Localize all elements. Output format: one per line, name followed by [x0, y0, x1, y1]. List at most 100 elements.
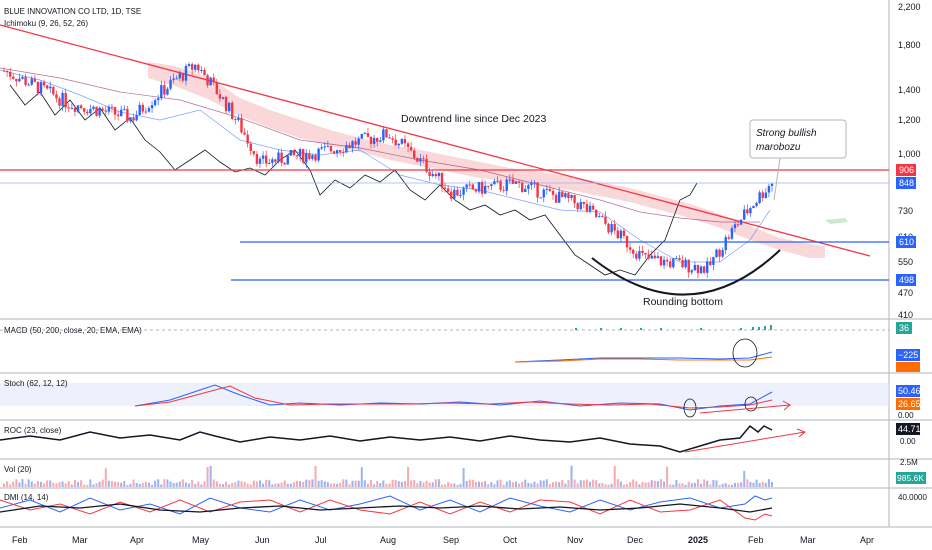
candle-body	[376, 137, 379, 142]
volume-bar	[453, 483, 456, 487]
time-tick: Nov	[567, 535, 584, 545]
volume-bar	[419, 480, 422, 487]
vol-legend[interactable]: Vol (20)	[4, 465, 32, 474]
symbol-title[interactable]: BLUE INNOVATION CO LTD, 1D, TSE	[4, 7, 141, 16]
volume-bar	[135, 482, 138, 487]
candle-body	[268, 162, 271, 164]
candle-body	[391, 138, 394, 140]
candle-body	[135, 114, 138, 121]
dmi-legend[interactable]: DMI (14, 14)	[4, 493, 49, 502]
candle-body	[699, 266, 703, 274]
candle-body	[505, 179, 508, 191]
volume-bar	[564, 483, 567, 487]
time-tick: Feb	[12, 535, 28, 545]
volume-bar	[459, 483, 462, 487]
candle-body	[690, 270, 694, 273]
volume-bar	[67, 481, 70, 487]
candle-body	[335, 150, 339, 154]
time-tick: Apr	[860, 535, 874, 545]
volume-bar	[160, 484, 163, 487]
candle-body	[169, 79, 172, 89]
candle-body	[496, 180, 499, 182]
volume-bar	[641, 482, 644, 487]
candle-body	[234, 119, 237, 121]
volume-bar	[626, 484, 629, 487]
volume-bar	[12, 481, 15, 487]
candle-body	[261, 155, 265, 159]
candle-body	[619, 230, 623, 239]
time-tick: Apr	[130, 535, 144, 545]
volume-bar	[675, 480, 678, 487]
candle-body	[30, 78, 33, 85]
time-tick: Mar	[800, 535, 816, 545]
volume-bar	[496, 480, 499, 487]
volume-bar	[508, 480, 511, 487]
volume-bar	[120, 482, 123, 487]
stoch-trend-arrow	[699, 400, 791, 414]
volume-bar	[83, 484, 86, 487]
volume-bar	[610, 483, 613, 487]
candle-body	[733, 224, 737, 229]
candle-body	[434, 174, 438, 177]
candle-body	[354, 141, 357, 145]
volume-bar	[428, 482, 431, 487]
candle-body	[243, 132, 246, 135]
macd-legend[interactable]: MACD (50, 200, close, 20, EMA, EMA)	[4, 326, 142, 335]
roc-tag: 44.71	[898, 424, 921, 434]
volume-bar	[184, 482, 187, 487]
candle-body	[672, 258, 675, 268]
stoch-band	[0, 383, 889, 406]
candle-body	[89, 108, 92, 114]
candle-body	[67, 107, 70, 109]
volume-bar	[440, 484, 443, 487]
dmi-plus-line	[0, 495, 773, 515]
volume-bar	[206, 466, 209, 487]
candle-body	[413, 150, 416, 159]
price-tags: 906 848 610 498	[896, 164, 916, 286]
candle-body	[147, 108, 151, 112]
candle-body	[499, 180, 502, 190]
candle-body	[224, 96, 228, 112]
candle-body	[2, 70, 6, 72]
candle-body	[712, 257, 715, 265]
ichimoku-legend[interactable]: Ichimoku (9, 26, 52, 26)	[4, 19, 88, 28]
volume-bar	[191, 480, 194, 487]
candle-body	[409, 146, 413, 151]
volume-bar	[425, 480, 428, 487]
volume-bar	[737, 482, 740, 487]
volume-bar	[166, 479, 169, 487]
roc-legend[interactable]: ROC (23, close)	[4, 426, 62, 435]
candle-body	[517, 181, 521, 183]
volume-bar	[342, 479, 345, 487]
candle-body	[82, 108, 86, 112]
candle-body	[656, 256, 660, 259]
price-tick: 2,200	[898, 2, 921, 12]
volume-bar	[527, 482, 530, 487]
volume-bar	[530, 483, 533, 487]
dmi-axis-label: 40.0000	[898, 493, 927, 502]
volume-bar	[73, 479, 76, 487]
volume-bar	[154, 480, 157, 487]
candle-body	[372, 137, 376, 144]
pane-separators	[0, 0, 932, 528]
time-tick: Aug	[380, 535, 396, 545]
volume-bar	[561, 480, 564, 487]
candle-body	[8, 71, 12, 77]
candle-body	[598, 216, 601, 218]
volume-bar	[311, 479, 314, 487]
stoch-legend[interactable]: Stoch (62, 12, 12)	[4, 379, 68, 388]
candle-body	[357, 138, 360, 145]
candle-body	[27, 84, 30, 86]
volume-bar	[114, 481, 117, 487]
volume-bar	[536, 483, 539, 487]
macd-line	[514, 351, 773, 363]
volume-bar	[450, 483, 453, 487]
candle-body	[625, 235, 629, 248]
volume-bar	[280, 482, 283, 487]
candle-body	[628, 247, 632, 250]
volume-bar	[388, 483, 391, 487]
candle-body	[363, 133, 367, 135]
volume-bar	[6, 481, 9, 487]
